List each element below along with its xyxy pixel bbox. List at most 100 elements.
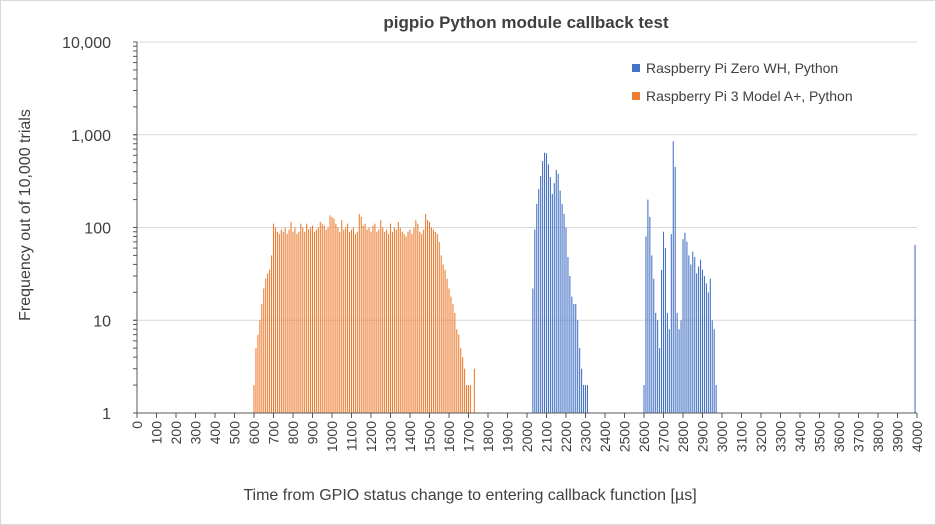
bar [450, 296, 452, 413]
bar [393, 227, 395, 413]
bar [680, 320, 682, 413]
bar [368, 227, 370, 413]
bar [662, 231, 665, 413]
bar [263, 288, 265, 413]
bar [584, 385, 587, 413]
bar [378, 229, 380, 413]
bar [259, 320, 261, 413]
bar [542, 161, 544, 413]
bar [413, 227, 415, 413]
bar [337, 227, 339, 413]
bar [265, 278, 267, 413]
bar [643, 385, 645, 413]
legend: Raspberry Pi Zero WH, Python Raspberry P… [632, 54, 853, 110]
bar [676, 312, 678, 413]
bar [333, 218, 335, 413]
bar [308, 229, 310, 413]
bar [339, 231, 341, 413]
bar [538, 189, 540, 413]
bar [261, 303, 263, 413]
bar [292, 231, 294, 413]
bar [473, 368, 475, 413]
bar [553, 183, 555, 413]
bar [329, 215, 331, 413]
bar [661, 269, 663, 413]
x-tick-label: 2400 [597, 421, 613, 452]
bar [678, 329, 680, 413]
bar [577, 320, 579, 413]
bar [401, 231, 403, 413]
x-tick-label: 1400 [402, 421, 418, 452]
bar [376, 231, 378, 413]
y-tick-label: 1,000 [71, 128, 111, 145]
bar [711, 320, 713, 413]
bar [563, 213, 565, 413]
bar [354, 234, 356, 413]
bar [345, 227, 347, 413]
bar [666, 312, 668, 413]
bar [430, 227, 432, 413]
bar [914, 244, 916, 413]
bar [442, 264, 444, 413]
bar [659, 348, 661, 413]
x-tick-label: 1600 [441, 421, 457, 452]
x-tick-label: 500 [227, 421, 243, 445]
bar [276, 231, 278, 413]
bar [389, 223, 392, 413]
bar [335, 223, 337, 413]
bar [306, 223, 308, 413]
grid-layer [137, 41, 917, 321]
x-tick-label: 700 [266, 421, 282, 445]
x-tick-label: 800 [285, 421, 301, 445]
bar [274, 227, 276, 413]
bar [705, 283, 707, 413]
bar [682, 239, 684, 413]
x-tick-label: 3600 [831, 421, 847, 452]
bar [713, 329, 715, 413]
bar [547, 164, 549, 413]
bar [296, 234, 298, 413]
x-tick-label: 1900 [500, 421, 516, 452]
bar [536, 203, 538, 413]
bar [551, 193, 553, 413]
bar [286, 234, 288, 413]
bar [692, 251, 694, 413]
bar [427, 220, 429, 413]
bar [315, 229, 317, 413]
bar [688, 255, 690, 413]
bar [417, 223, 419, 413]
bar [380, 220, 382, 413]
bar [432, 229, 434, 413]
bar [364, 223, 366, 413]
x-tick-label: 3300 [773, 421, 789, 452]
x-tick-label: 600 [246, 421, 262, 445]
bar [579, 348, 581, 413]
bar [423, 229, 425, 413]
bar [444, 269, 446, 413]
bar [651, 255, 653, 413]
bar [690, 264, 692, 413]
bar [532, 288, 534, 413]
bar [397, 221, 399, 413]
y-tick-label: 1 [102, 406, 111, 423]
legend-label-pi-3: Raspberry Pi 3 Model A+, Python [646, 88, 853, 104]
bar [302, 227, 304, 413]
x-tick-label: 2700 [656, 421, 672, 452]
bar [253, 385, 255, 413]
bar [409, 229, 411, 413]
bar [670, 234, 672, 413]
bar [653, 278, 655, 413]
chart-title: pigpio Python module callback test [383, 13, 669, 32]
bar [356, 231, 358, 413]
x-tick-label: 1800 [480, 421, 496, 452]
bar [325, 229, 327, 413]
x-tick-label: 4000 [909, 421, 925, 452]
bar [352, 227, 354, 413]
bar [581, 368, 583, 413]
bar [668, 329, 670, 413]
x-tick-label: 3800 [870, 421, 886, 452]
bar [534, 229, 536, 413]
